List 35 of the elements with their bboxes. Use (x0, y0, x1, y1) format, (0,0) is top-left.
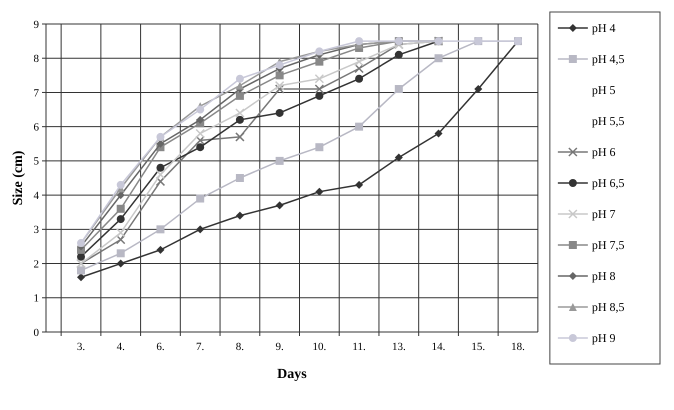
y-axis-title: Size (cm) (11, 150, 26, 206)
text: pH 5 (592, 83, 616, 98)
y-tick-label: 6 (34, 122, 40, 134)
legend-label: pH 6,5 (592, 176, 625, 190)
x-tick-label: 10. (312, 341, 326, 353)
y-tick-label: 2 (34, 258, 39, 270)
legend-label: pH 4 (592, 21, 616, 36)
y-tick-label: 8 (34, 53, 40, 66)
y-tick-label: 5 (34, 156, 40, 168)
x-tick-label: 15. (471, 341, 486, 353)
x-tick-label: 9. (276, 341, 284, 353)
x-tick-label: 14. (432, 341, 446, 353)
x-tick-label: 8. (236, 341, 244, 353)
y-tick-label: 1 (34, 292, 39, 305)
x-axis-title: Days (277, 367, 308, 382)
y-tick-label: 4 (34, 190, 40, 202)
x-tick-label: 6. (156, 341, 165, 353)
y-tick-label: 0 (34, 326, 40, 339)
legend-label: pH 6 (592, 145, 616, 160)
text: pH 5,5 (592, 114, 625, 128)
x-tick-label: 13. (392, 341, 406, 353)
legend-label: pH 7,5 (592, 238, 625, 252)
x-tick-label: 4. (116, 341, 126, 353)
legend-label: pH 8 (592, 269, 616, 284)
y-tick-label: 9 (34, 18, 40, 31)
legend-label: pH 9 (592, 331, 616, 346)
x-tick-label: 7. (196, 341, 205, 353)
legend-label: pH 7 (592, 207, 616, 222)
x-tick-label: 3. (76, 341, 86, 353)
x-tick-label: 18. (511, 341, 526, 353)
legend-label: pH 8,5 (592, 300, 625, 314)
legend-label: pH 4,5 (592, 52, 625, 66)
y-tick-label: 3 (34, 224, 40, 236)
y-tick-label: 7 (34, 87, 40, 100)
x-tick-label: 11. (352, 341, 366, 353)
